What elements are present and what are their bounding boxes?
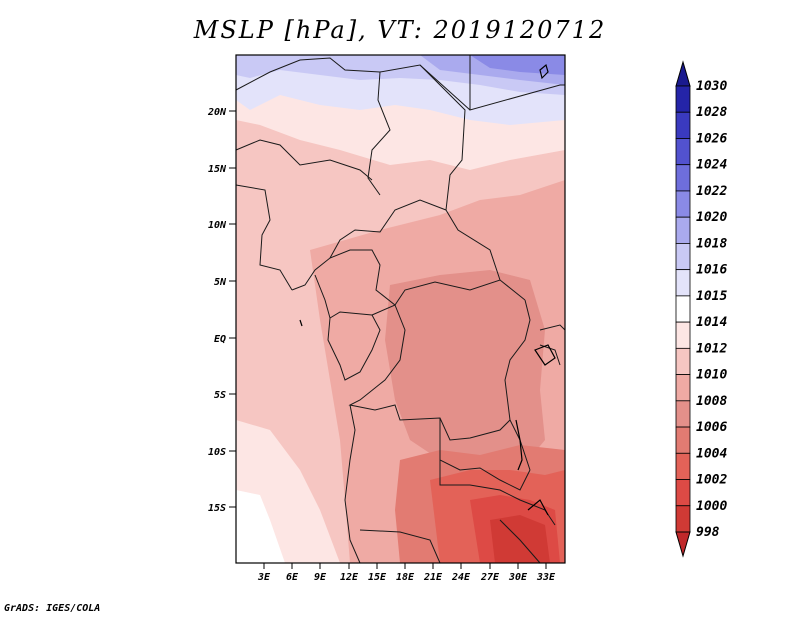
colorbar-label: 1028 xyxy=(696,105,727,120)
country-borders xyxy=(235,55,566,564)
lon-label: 15E xyxy=(368,572,387,583)
lakes-islands xyxy=(299,63,556,516)
lon-label: 18E xyxy=(396,572,415,583)
lat-label: 15N xyxy=(208,164,227,175)
colorbar-bin xyxy=(675,85,691,113)
lat-label: 20N xyxy=(207,107,227,118)
field-1015-sw xyxy=(236,490,285,563)
map-panel xyxy=(235,54,566,564)
colorbar-bin xyxy=(675,216,691,244)
colorbar-label: 1022 xyxy=(696,184,727,199)
lon-label: 21E xyxy=(423,572,443,583)
colorbar-bin xyxy=(675,164,691,192)
colorbar-bin xyxy=(675,505,691,533)
colorbar-label: 1000 xyxy=(696,499,727,514)
colorbar-label: 1002 xyxy=(696,473,727,488)
colorbar-label: 1014 xyxy=(696,315,727,330)
colorbar-bin xyxy=(675,321,691,349)
colorbar-label: 1010 xyxy=(696,368,727,383)
lon-label: 12E xyxy=(340,572,359,583)
colorbar-bin xyxy=(675,243,691,271)
lat-label: 10S xyxy=(208,447,226,458)
lat-label: 5S xyxy=(214,390,226,401)
colorbar-bin xyxy=(675,426,691,454)
colorbar: 1030 1028 1026 1024 1022 1020 1018 1016 1015 1014… xyxy=(675,60,727,558)
colorbar-label: 1008 xyxy=(696,394,727,409)
lat-label: 5N xyxy=(214,277,227,288)
lon-label: 27E xyxy=(480,572,500,583)
colorbar-bin xyxy=(675,374,691,402)
colorbar-label: 1024 xyxy=(696,158,727,173)
field-1008 xyxy=(385,270,545,470)
colorbar-label: 998 xyxy=(696,525,720,540)
colorbar-label: 1015 xyxy=(696,289,727,304)
colorbar-max-triangle xyxy=(675,60,691,87)
colorbar-bin xyxy=(675,269,691,297)
lon-label: 30E xyxy=(508,572,528,583)
lon-label: 24E xyxy=(451,572,471,583)
colorbar-min-triangle xyxy=(675,531,691,558)
colorbar-bin xyxy=(675,347,691,375)
lon-label: 3E xyxy=(257,572,271,583)
lat-label: 15S xyxy=(208,503,226,514)
field-1000 xyxy=(490,515,550,563)
chart-title: MSLP [hPa], VT: 2019120712 xyxy=(193,16,607,44)
colorbar-bin xyxy=(675,190,691,218)
colorbar-label: 1006 xyxy=(696,420,727,435)
lat-label: EQ xyxy=(214,334,226,345)
field-1022 xyxy=(470,55,565,75)
lon-label: 33E xyxy=(536,572,556,583)
colorbar-bin xyxy=(675,111,691,139)
colorbar-label: 1004 xyxy=(696,446,727,461)
map-frame xyxy=(235,54,566,564)
colorbar-label: 1026 xyxy=(696,131,727,146)
colorbar-bin xyxy=(675,452,691,480)
lat-label: 10N xyxy=(208,220,227,231)
colorbar-bin xyxy=(675,400,691,428)
colorbar-bin xyxy=(675,138,691,166)
lon-label: 9E xyxy=(314,572,327,583)
lon-label: 6E xyxy=(286,572,299,583)
colorbar-bin xyxy=(675,479,691,507)
colorbar-label: 1030 xyxy=(696,79,727,94)
colorbar-bin xyxy=(675,295,691,323)
colorbar-label: 1020 xyxy=(696,210,727,225)
colorbar-label: 1016 xyxy=(696,263,727,278)
lat-axis: 20N 15N 10N 5N EQ 5S 10S 15S xyxy=(207,107,236,514)
colorbar-label: 1018 xyxy=(696,236,727,251)
lon-axis: 3E 6E 9E 12E 15E 18E 21E 24E 27E 30E 33E xyxy=(257,563,556,583)
footer-credit: GrADS: IGES/COLA xyxy=(4,603,101,614)
colorbar-label: 1012 xyxy=(696,341,727,356)
